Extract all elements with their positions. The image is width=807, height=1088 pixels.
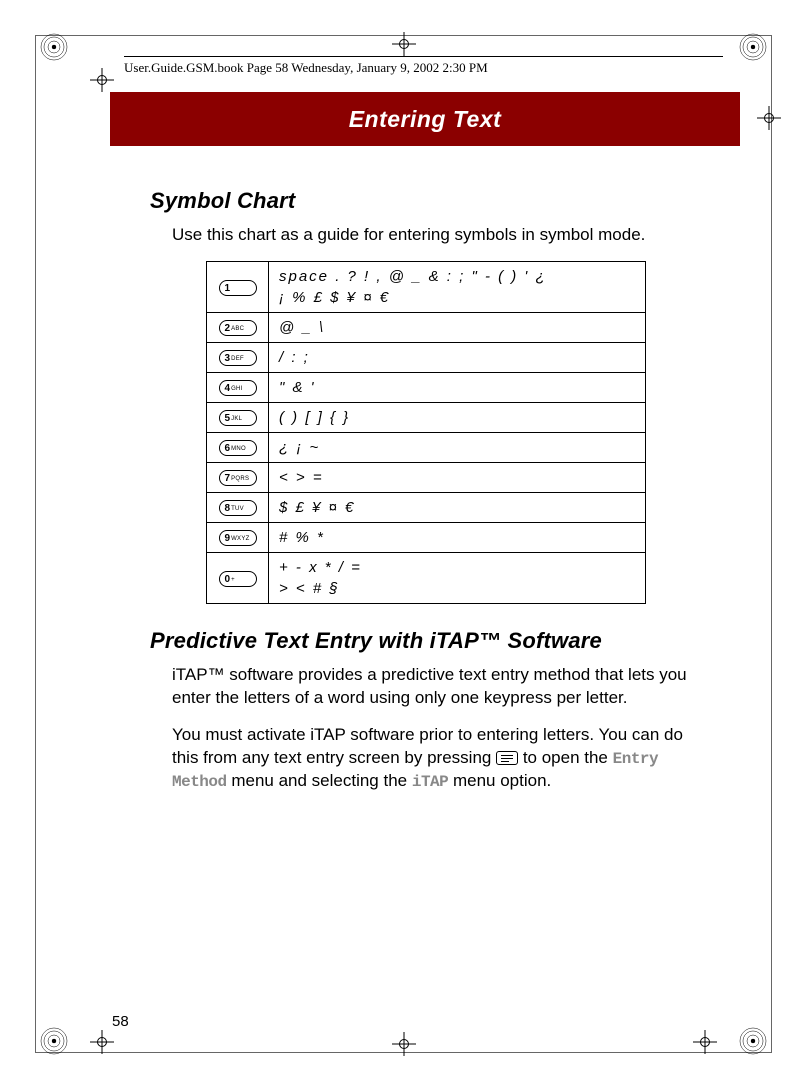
registration-mark-icon [739, 33, 767, 61]
registration-mark-icon [739, 1027, 767, 1055]
running-header: User.Guide.GSM.book Page 58 Wednesday, J… [124, 60, 488, 76]
key-cell: 2ABC [207, 312, 269, 342]
crop-mark-icon [693, 1030, 717, 1054]
section-heading-itap: Predictive Text Entry with iTAP™ Softwar… [150, 628, 702, 654]
table-row: 3DEF / : ; [207, 342, 646, 372]
table-row: 6MNO ¿ ¡ ~ [207, 432, 646, 462]
phone-key-icon: 1 [219, 280, 257, 296]
table-row: 9WXYZ # % * [207, 522, 646, 552]
key-cell: 9WXYZ [207, 522, 269, 552]
table-row: 4GHI " & ' [207, 372, 646, 402]
key-cell: 3DEF [207, 342, 269, 372]
key-cell: 0+ [207, 552, 269, 603]
crop-mark-icon [392, 32, 416, 56]
table-row: 1 space . ? ! , @ _ & : ; " - ( ) ' ¿¡ % … [207, 261, 646, 312]
key-cell: 4GHI [207, 372, 269, 402]
symbols-cell: + - x * / => < # § [269, 552, 646, 603]
symbols-cell: " & ' [269, 372, 646, 402]
phone-key-icon: 9WXYZ [219, 530, 257, 546]
symbols-cell: ( ) [ ] { } [269, 402, 646, 432]
itap-paragraph-1: iTAP™ software provides a predictive tex… [172, 664, 702, 710]
content-area: Symbol Chart Use this chart as a guide f… [150, 180, 702, 808]
symbols-cell: # % * [269, 522, 646, 552]
phone-key-icon: 2ABC [219, 320, 257, 336]
symbols-cell: @ _ \ [269, 312, 646, 342]
phone-key-icon: 5JKL [219, 410, 257, 426]
symbols-cell: space . ? ! , @ _ & : ; " - ( ) ' ¿¡ % £… [269, 261, 646, 312]
symbols-cell: / : ; [269, 342, 646, 372]
para2-text-b: to open the [518, 748, 613, 767]
ui-label-itap: iTAP [412, 773, 448, 791]
crop-mark-icon [392, 1032, 416, 1056]
phone-key-icon: 7PQRS [219, 470, 257, 486]
itap-paragraph-2: You must activate iTAP software prior to… [172, 724, 702, 794]
intro-paragraph: Use this chart as a guide for entering s… [172, 224, 702, 247]
key-cell: 7PQRS [207, 462, 269, 492]
para2-text-d: menu option. [448, 771, 551, 790]
page-number: 58 [112, 1013, 129, 1030]
phone-key-icon: 6MNO [219, 440, 257, 456]
menu-key-icon [496, 751, 518, 765]
key-cell: 1 [207, 261, 269, 312]
phone-key-icon: 3DEF [219, 350, 257, 366]
phone-key-icon: 0+ [219, 571, 257, 587]
table-row: 7PQRS < > = [207, 462, 646, 492]
phone-key-icon: 4GHI [219, 380, 257, 396]
chapter-title: Entering Text [349, 106, 502, 133]
crop-mark-icon [90, 68, 114, 92]
key-cell: 8TUV [207, 492, 269, 522]
phone-key-icon: 8TUV [219, 500, 257, 516]
crop-mark-icon [757, 106, 781, 130]
chapter-banner: Entering Text [110, 92, 740, 146]
symbols-cell: < > = [269, 462, 646, 492]
key-cell: 5JKL [207, 402, 269, 432]
symbols-cell: $ £ ¥ ¤ € [269, 492, 646, 522]
table-row: 2ABC @ _ \ [207, 312, 646, 342]
table-row: 5JKL ( ) [ ] { } [207, 402, 646, 432]
header-rule [124, 56, 723, 57]
crop-mark-icon [90, 1030, 114, 1054]
section-heading-symbol-chart: Symbol Chart [150, 188, 702, 214]
registration-mark-icon [40, 33, 68, 61]
key-cell: 6MNO [207, 432, 269, 462]
table-row: 0+ + - x * / => < # § [207, 552, 646, 603]
table-row: 8TUV $ £ ¥ ¤ € [207, 492, 646, 522]
symbol-chart-table: 1 space . ? ! , @ _ & : ; " - ( ) ' ¿¡ % … [206, 261, 646, 604]
para2-text-c: menu and selecting the [227, 771, 412, 790]
registration-mark-icon [40, 1027, 68, 1055]
symbols-cell: ¿ ¡ ~ [269, 432, 646, 462]
